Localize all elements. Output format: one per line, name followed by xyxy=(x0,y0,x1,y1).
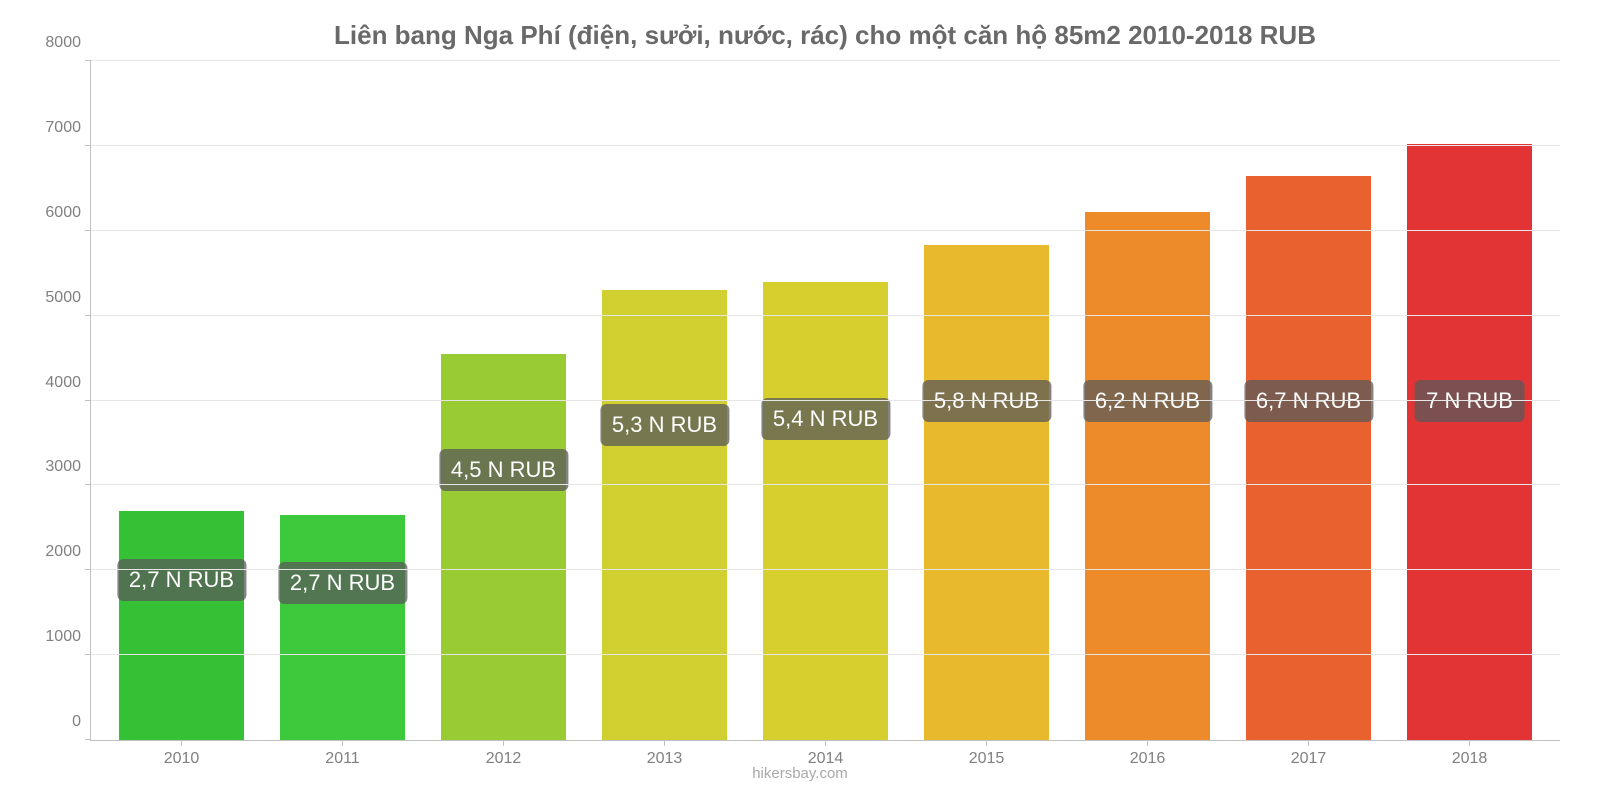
value-badge: 6,7 N RUB xyxy=(1244,380,1373,422)
ytick-label: 1000 xyxy=(31,628,81,646)
bar-slot: 20155,8 N RUB xyxy=(906,61,1067,740)
bar-slot: 20145,4 N RUB xyxy=(745,61,906,740)
ytick-mark xyxy=(85,315,91,316)
chart-title: Liên bang Nga Phí (điện, sưởi, nước, rác… xyxy=(90,20,1560,51)
bars-group: 20102,7 N RUB20112,7 N RUB20124,5 N RUB2… xyxy=(91,61,1560,740)
bar xyxy=(602,290,728,740)
ytick-label: 2000 xyxy=(31,543,81,561)
bar-slot: 20124,5 N RUB xyxy=(423,61,584,740)
ytick-mark xyxy=(85,400,91,401)
value-badge: 2,7 N RUB xyxy=(278,562,407,604)
value-badge: 6,2 N RUB xyxy=(1083,380,1212,422)
bar xyxy=(280,515,406,740)
xtick-mark xyxy=(1469,740,1470,746)
ytick-mark xyxy=(85,145,91,146)
bar-slot: 20187 N RUB xyxy=(1389,61,1550,740)
xtick-mark xyxy=(664,740,665,746)
ytick-mark xyxy=(85,484,91,485)
plot-area: 20102,7 N RUB20112,7 N RUB20124,5 N RUB2… xyxy=(90,61,1560,741)
gridline xyxy=(91,145,1560,146)
bar xyxy=(1407,144,1533,740)
bar-slot: 20102,7 N RUB xyxy=(101,61,262,740)
ytick-mark xyxy=(85,739,91,740)
ytick-label: 3000 xyxy=(31,458,81,476)
bar xyxy=(1246,176,1372,740)
xtick-mark xyxy=(503,740,504,746)
ytick-label: 4000 xyxy=(31,374,81,392)
ytick-label: 8000 xyxy=(31,34,81,52)
bar-slot: 20135,3 N RUB xyxy=(584,61,745,740)
value-badge: 2,7 N RUB xyxy=(117,559,246,601)
chart-container: Liên bang Nga Phí (điện, sưởi, nước, rác… xyxy=(0,0,1600,800)
ytick-mark xyxy=(85,569,91,570)
ytick-label: 7000 xyxy=(31,119,81,137)
ytick-label: 0 xyxy=(31,713,81,731)
value-badge: 5,3 N RUB xyxy=(600,404,729,446)
ytick-label: 6000 xyxy=(31,204,81,222)
value-badge: 7 N RUB xyxy=(1414,380,1525,422)
gridline xyxy=(91,569,1560,570)
gridline xyxy=(91,60,1560,61)
ytick-label: 5000 xyxy=(31,289,81,307)
xtick-mark xyxy=(181,740,182,746)
credit-text: hikersbay.com xyxy=(0,765,1600,782)
xtick-mark xyxy=(342,740,343,746)
gridline xyxy=(91,654,1560,655)
xtick-mark xyxy=(1147,740,1148,746)
gridline xyxy=(91,315,1560,316)
gridline xyxy=(91,230,1560,231)
ytick-mark xyxy=(85,230,91,231)
bar-slot: 20176,7 N RUB xyxy=(1228,61,1389,740)
bar xyxy=(763,282,889,740)
bar-slot: 20112,7 N RUB xyxy=(262,61,423,740)
bar xyxy=(1085,212,1211,740)
gridline xyxy=(91,400,1560,401)
bar xyxy=(119,511,245,740)
gridline xyxy=(91,484,1560,485)
ytick-mark xyxy=(85,654,91,655)
value-badge: 5,8 N RUB xyxy=(922,380,1051,422)
ytick-mark xyxy=(85,60,91,61)
value-badge: 5,4 N RUB xyxy=(761,398,890,440)
bar-slot: 20166,2 N RUB xyxy=(1067,61,1228,740)
bar xyxy=(924,245,1050,740)
xtick-mark xyxy=(825,740,826,746)
xtick-mark xyxy=(1308,740,1309,746)
bar xyxy=(441,354,567,740)
xtick-mark xyxy=(986,740,987,746)
